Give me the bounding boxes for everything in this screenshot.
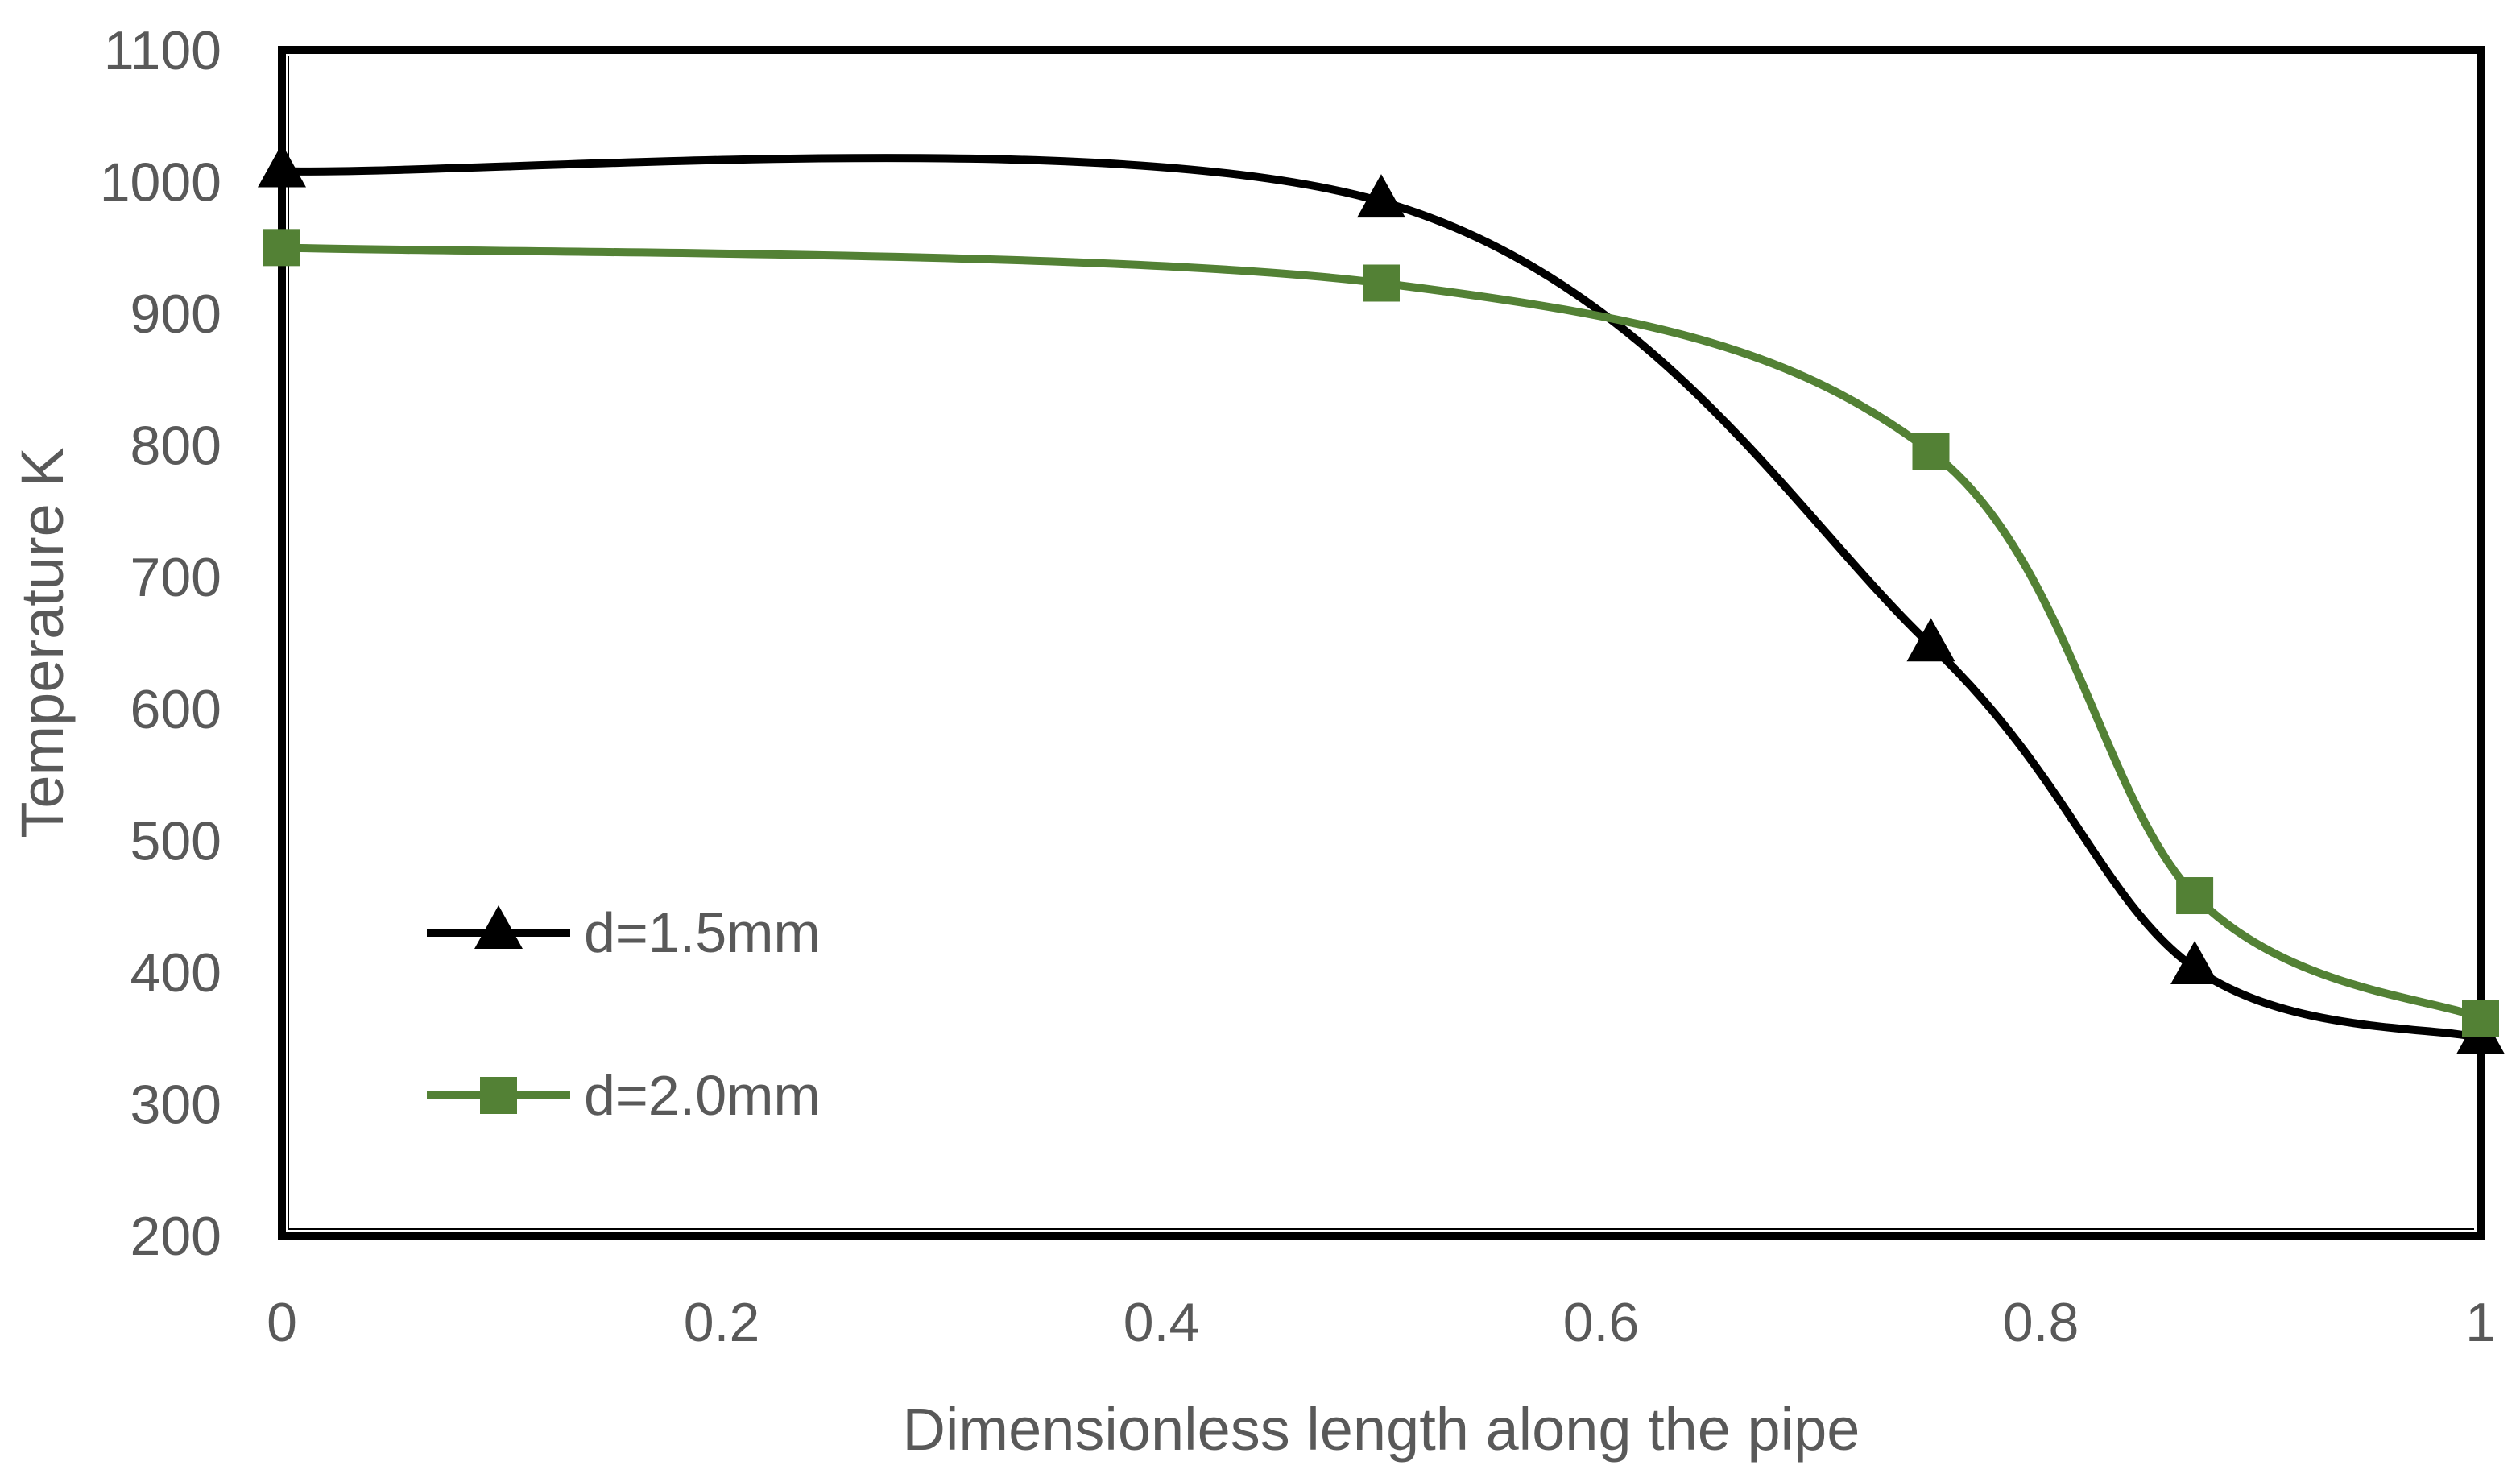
y-axis-ticks: 200 300 400 500 600 700 800 900 1000 1100 xyxy=(100,20,221,1267)
legend-label: d=1.5mm xyxy=(584,901,821,964)
y-tick-label: 800 xyxy=(130,416,221,477)
y-tick-label: 500 xyxy=(130,810,221,871)
series-d=2.0mm xyxy=(263,229,2499,1037)
y-tick-label: 600 xyxy=(130,679,221,740)
y-tick-label: 400 xyxy=(130,942,221,1004)
x-tick-label: 0.6 xyxy=(1563,1292,1640,1353)
data-point-d=2.0mm xyxy=(1912,433,1950,470)
y-tick-label: 900 xyxy=(130,284,221,345)
legend: d=1.5mm d=2.0mm xyxy=(427,901,821,1127)
data-point-d=1.5mm xyxy=(2170,940,2220,984)
y-tick-label: 300 xyxy=(130,1074,221,1135)
plot-frame xyxy=(278,46,2485,1240)
x-tick-label: 0 xyxy=(267,1292,297,1353)
series-group xyxy=(258,143,2505,1054)
y-tick-label: 1100 xyxy=(104,20,221,81)
data-point-d=2.0mm xyxy=(2176,877,2214,915)
legend-item: d=2.0mm xyxy=(427,1064,821,1127)
legend-marker xyxy=(474,905,523,949)
legend-item: d=1.5mm xyxy=(427,901,821,964)
series-d=1.5mm xyxy=(258,143,2505,1054)
y-axis-title: Temperature K xyxy=(9,447,76,838)
x-tick-label: 0.8 xyxy=(2003,1292,2079,1353)
data-point-d=2.0mm xyxy=(1363,264,1400,302)
series-line-d=2.0mm xyxy=(278,243,2485,1023)
y-tick-label: 700 xyxy=(130,547,221,608)
data-point-d=2.0mm xyxy=(263,229,300,267)
y-tick-label: 1000 xyxy=(100,152,221,213)
data-point-d=1.5mm xyxy=(1357,174,1405,218)
x-tick-label: 0.4 xyxy=(1123,1292,1200,1353)
data-point-d=1.5mm xyxy=(258,143,306,188)
data-point-d=1.5mm xyxy=(1906,618,1955,662)
legend-label: d=2.0mm xyxy=(584,1064,821,1127)
y-tick-label: 200 xyxy=(130,1206,221,1267)
legend-marker xyxy=(480,1077,517,1114)
x-tick-label: 1 xyxy=(2465,1292,2496,1353)
x-axis-ticks: 0 0.2 0.4 0.6 0.8 1 xyxy=(267,1292,2496,1353)
x-axis-title: Dimensionless length along the pipe xyxy=(903,1396,1860,1463)
x-tick-label: 0.2 xyxy=(684,1292,760,1353)
data-point-d=2.0mm xyxy=(2462,1000,2499,1037)
